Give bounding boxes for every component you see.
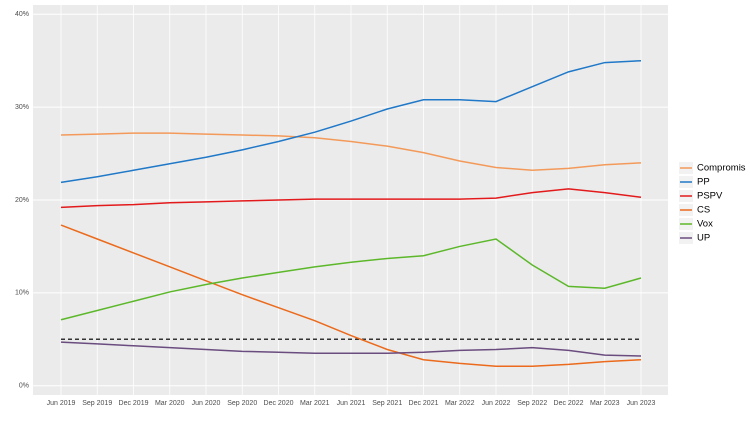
x-tick-label: Mar 2021 <box>300 400 330 407</box>
legend-label: PSPV <box>697 191 723 202</box>
x-tick-label: Jun 2019 <box>47 400 76 407</box>
x-tick-label: Sep 2019 <box>82 400 112 407</box>
series-line <box>60 238 642 321</box>
legend-label: PP <box>697 177 710 188</box>
x-tick-label: Dec 2020 <box>264 400 294 407</box>
y-tick-label: 20% <box>15 197 29 204</box>
x-tick-label: Dec 2019 <box>119 400 149 407</box>
y-tick-label: 10% <box>15 290 29 297</box>
y-tick-label: 40% <box>15 11 29 18</box>
legend-label: Compromis <box>697 163 746 174</box>
x-tick-label: Mar 2023 <box>590 400 620 407</box>
x-tick-label: Jun 2023 <box>627 400 656 407</box>
x-tick-label: Mar 2020 <box>155 400 185 407</box>
x-tick-label: Dec 2022 <box>554 400 584 407</box>
x-tick-label: Jun 2021 <box>337 400 366 407</box>
x-tick-label: Sep 2021 <box>372 400 402 407</box>
x-tick-label: Jun 2022 <box>482 400 511 407</box>
series-line <box>60 132 642 172</box>
legend-label: CS <box>697 205 710 216</box>
legend-label: UP <box>697 233 710 244</box>
y-tick-label: 30% <box>15 104 29 111</box>
series-line <box>60 188 642 209</box>
x-tick-label: Sep 2020 <box>227 400 257 407</box>
x-tick-label: Jun 2020 <box>192 400 221 407</box>
y-tick-label: 0% <box>19 383 29 390</box>
series-line <box>60 224 642 367</box>
series-line <box>60 59 642 184</box>
legend-label: Vox <box>697 219 713 230</box>
series-line <box>60 341 642 357</box>
x-tick-label: Dec 2021 <box>409 400 439 407</box>
x-tick-label: Sep 2022 <box>517 400 547 407</box>
x-tick-label: Mar 2022 <box>445 400 475 407</box>
